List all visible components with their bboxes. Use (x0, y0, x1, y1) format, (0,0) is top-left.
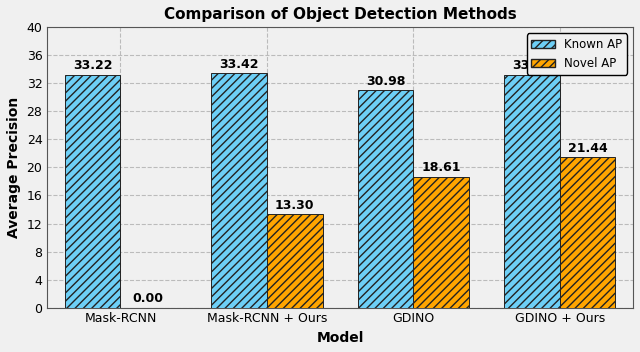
Bar (211, 74, 267, 308)
Text: 21.44: 21.44 (568, 142, 607, 155)
Text: 33.22: 33.22 (73, 59, 113, 72)
Text: 0.00: 0.00 (132, 292, 164, 305)
Text: 33.42: 33.42 (220, 58, 259, 71)
Text: 33.20: 33.20 (512, 59, 552, 72)
Y-axis label: Average Precision: Average Precision (7, 97, 21, 238)
Bar (560, 157, 616, 308)
Bar (504, 75, 560, 308)
Text: 30.98: 30.98 (366, 75, 405, 88)
Legend: Known AP, Novel AP: Known AP, Novel AP (527, 33, 627, 75)
Bar (65, 75, 120, 308)
Bar (267, 214, 323, 308)
Title: Comparison of Object Detection Methods: Comparison of Object Detection Methods (164, 7, 516, 22)
Bar (413, 177, 469, 308)
Text: 13.30: 13.30 (275, 199, 314, 212)
Bar (358, 90, 413, 308)
X-axis label: Model: Model (316, 331, 364, 345)
Text: 18.61: 18.61 (422, 162, 461, 174)
